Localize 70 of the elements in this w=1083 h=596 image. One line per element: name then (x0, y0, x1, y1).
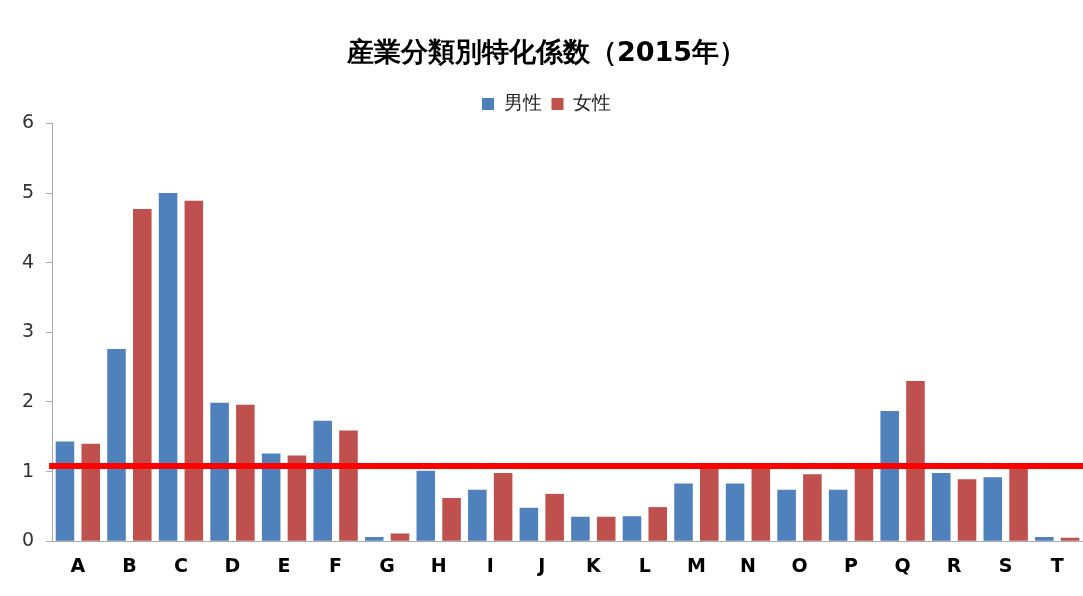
bar (828, 489, 848, 541)
bar (854, 466, 874, 541)
bar (133, 209, 152, 541)
bar (700, 466, 719, 541)
bar (931, 472, 951, 541)
bar (545, 493, 564, 541)
x-tick-label: R (946, 553, 962, 576)
bar (957, 479, 977, 541)
bar (519, 507, 539, 541)
y-tick-label: 1 (21, 458, 35, 481)
x-tick-label: N (740, 553, 756, 576)
bar (725, 483, 745, 541)
bar (983, 477, 1003, 541)
x-tick-label: D (224, 553, 241, 576)
x-tick-label: O (791, 553, 808, 576)
bar (571, 516, 590, 541)
bar (339, 430, 358, 541)
bar (158, 193, 178, 541)
bar (313, 420, 332, 541)
y-tick-label: 6 (21, 110, 35, 133)
bar (390, 533, 410, 541)
x-tick-label: B (122, 553, 137, 576)
chart-title: 産業分類別特化係数（2015年） (345, 36, 747, 68)
x-tick-label: P (844, 553, 859, 576)
x-tick-label: M (686, 553, 706, 576)
legend-label: 男性 (503, 90, 542, 113)
bar (674, 483, 693, 541)
bar (1035, 537, 1054, 541)
x-tick-label: C (173, 553, 188, 576)
x-tick-label: A (70, 553, 86, 576)
bar (107, 349, 126, 541)
x-tick-label: H (430, 553, 447, 576)
bar (55, 441, 75, 541)
bar (210, 402, 229, 541)
y-tick-label: 3 (21, 319, 35, 342)
y-tick-label: 4 (21, 249, 35, 272)
bar (1060, 537, 1080, 541)
x-tick-label: Q (894, 553, 911, 576)
bar (364, 537, 384, 541)
x-tick-label: G (379, 553, 395, 576)
x-tick-label: L (638, 553, 651, 576)
y-tick-label: 5 (21, 179, 35, 202)
legend-label: 女性 (573, 90, 611, 113)
y-tick-label: 2 (21, 388, 35, 411)
bar (803, 474, 822, 541)
x-tick-label: J (536, 553, 546, 576)
x-tick-label: I (486, 553, 494, 576)
bar (442, 498, 461, 541)
bar (648, 507, 668, 541)
bar (777, 489, 796, 541)
bar (261, 453, 281, 541)
bar (880, 410, 899, 541)
x-tick-label: E (277, 553, 291, 576)
bar (81, 443, 101, 541)
bar (751, 466, 771, 541)
bar (184, 200, 204, 541)
bar (596, 516, 616, 541)
bar (416, 470, 436, 541)
x-tick-label: K (585, 553, 602, 576)
x-tick-label: S (998, 553, 1013, 576)
x-tick-label: T (1050, 553, 1064, 576)
bar (468, 489, 487, 541)
bar (236, 404, 255, 541)
bar (1009, 466, 1028, 541)
bar (287, 455, 307, 541)
y-tick-label: 0 (21, 528, 35, 551)
bar (906, 381, 925, 541)
x-tick-label: F (329, 553, 343, 576)
bar (493, 472, 513, 541)
bar (622, 516, 642, 541)
